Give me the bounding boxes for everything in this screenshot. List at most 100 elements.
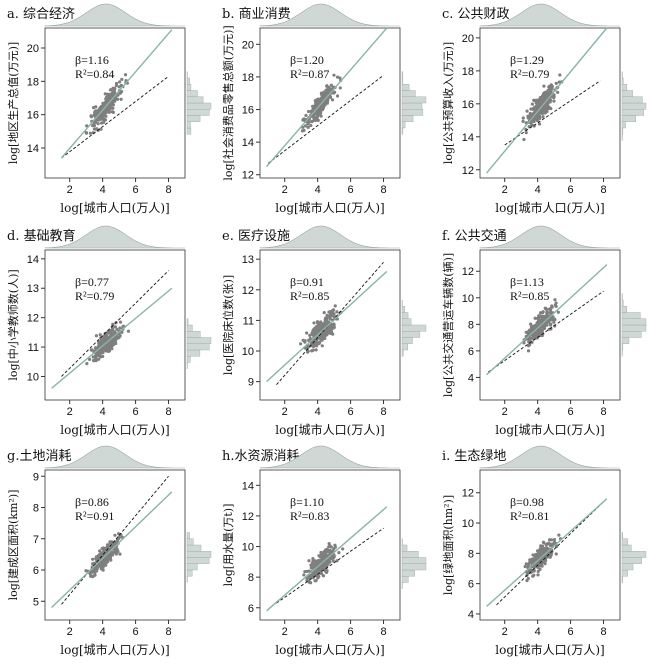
x-tick-label: 2 — [502, 406, 508, 418]
data-point — [104, 347, 108, 351]
data-point — [335, 75, 340, 79]
data-point — [96, 122, 100, 126]
data-point — [107, 110, 112, 114]
data-point — [311, 345, 316, 349]
data-point — [522, 137, 526, 142]
reference-line — [487, 290, 604, 373]
right-marginal-bar — [621, 538, 628, 546]
x-tick-label: 6 — [568, 626, 574, 638]
data-point — [99, 127, 103, 131]
data-point — [314, 104, 318, 108]
data-point — [319, 321, 323, 325]
x-axis-label: log[城市人口(万人)] — [275, 200, 384, 215]
data-point — [530, 113, 534, 118]
data-point — [526, 349, 531, 353]
y-axis-label: log[社会消费品零售总额(万元)] — [221, 25, 235, 180]
y-tick-label: 20 — [27, 43, 39, 55]
y-axis-label: log[地区生产总值(万元)] — [6, 42, 20, 164]
data-point — [84, 130, 88, 135]
data-point — [93, 570, 97, 574]
data-point — [325, 547, 329, 551]
data-point — [319, 550, 323, 555]
right-marginal-bar — [621, 337, 630, 344]
right-marginal-bar — [401, 109, 424, 116]
data-point — [544, 542, 548, 547]
data-point — [331, 310, 335, 314]
beta-annotation: β=1.13 — [510, 275, 544, 289]
data-point — [329, 83, 333, 87]
data-point — [113, 550, 118, 554]
data-point — [544, 108, 548, 112]
x-tick-label: 2 — [67, 626, 73, 638]
panel-i: i. 生态绿地 2 4 6 8 4 6 8 10 12 log[城市人口(万人)] log[绿地面积(… — [441, 445, 647, 657]
y-tick-label: 12 — [242, 285, 254, 297]
y-tick-label: 10 — [462, 518, 474, 530]
y-axis-label: log[公共预算收入(万元)] — [441, 42, 455, 164]
data-point — [306, 125, 310, 129]
data-point — [112, 338, 116, 343]
data-point — [558, 73, 562, 77]
right-marginal-bar — [621, 306, 628, 313]
right-marginal-bar — [621, 90, 633, 97]
data-point — [99, 561, 103, 565]
data-point — [106, 348, 111, 353]
data-point — [110, 110, 114, 114]
data-point — [538, 328, 542, 332]
data-point — [91, 355, 95, 359]
r2-annotation: R²=0.79 — [510, 67, 549, 81]
y-axis-label: log[建成区面积(km²)] — [6, 490, 20, 601]
y-tick-label: 6 — [468, 346, 474, 358]
data-point — [311, 565, 315, 570]
reference-line — [61, 75, 169, 159]
y-tick-label: 10 — [27, 371, 39, 383]
right-marginal-bar — [186, 356, 191, 363]
x-axis-label: log[城市人口(万人)] — [495, 422, 604, 437]
right-marginal-bar — [186, 90, 198, 97]
beta-annotation: β=1.20 — [290, 53, 324, 67]
x-tick-label: 6 — [348, 406, 354, 418]
data-point — [319, 564, 323, 569]
x-tick-label: 2 — [282, 626, 288, 638]
y-tick-label: 13 — [242, 254, 254, 266]
right-marginal-bar — [621, 576, 623, 583]
data-point — [320, 558, 324, 562]
panel-title: g.土地消耗 — [7, 449, 71, 464]
data-point — [100, 105, 104, 110]
x-tick-label: 4 — [315, 184, 321, 196]
right-marginal-bar — [401, 84, 410, 91]
reference-line — [276, 527, 384, 604]
y-tick-label: 10 — [462, 293, 474, 305]
fit-line — [266, 270, 388, 383]
data-point — [537, 122, 542, 126]
data-point — [536, 316, 540, 320]
data-point — [545, 313, 549, 317]
data-point — [538, 564, 542, 568]
data-point — [116, 335, 120, 339]
right-marginal-bar — [401, 96, 427, 104]
data-point — [526, 330, 530, 334]
data-point — [552, 96, 556, 100]
panel-e: e. 医疗设施 2 4 6 8 9 10 11 12 13 log[城市人口(万人)] log[医院床… — [221, 225, 427, 437]
data-point — [93, 568, 97, 572]
x-tick-label: 6 — [348, 626, 354, 638]
data-point — [541, 310, 545, 314]
panel-title: h.水资源消耗 — [222, 449, 300, 464]
data-point — [114, 81, 119, 86]
y-tick-label: 8 — [248, 572, 254, 584]
data-point — [540, 548, 544, 552]
right-marginal-bar — [621, 331, 642, 338]
data-point — [313, 342, 317, 346]
data-point — [96, 344, 101, 348]
data-point — [324, 569, 328, 573]
panel-title: i. 生态绿地 — [442, 449, 506, 464]
right-marginal-bar — [186, 127, 192, 135]
data-point — [313, 569, 318, 574]
beta-annotation: β=0.77 — [75, 275, 109, 289]
plot-frame — [259, 27, 401, 179]
data-point — [119, 97, 123, 101]
data-point — [111, 86, 115, 90]
data-point — [104, 95, 109, 99]
data-point — [97, 109, 101, 113]
data-point — [541, 314, 545, 319]
data-point — [547, 307, 551, 311]
